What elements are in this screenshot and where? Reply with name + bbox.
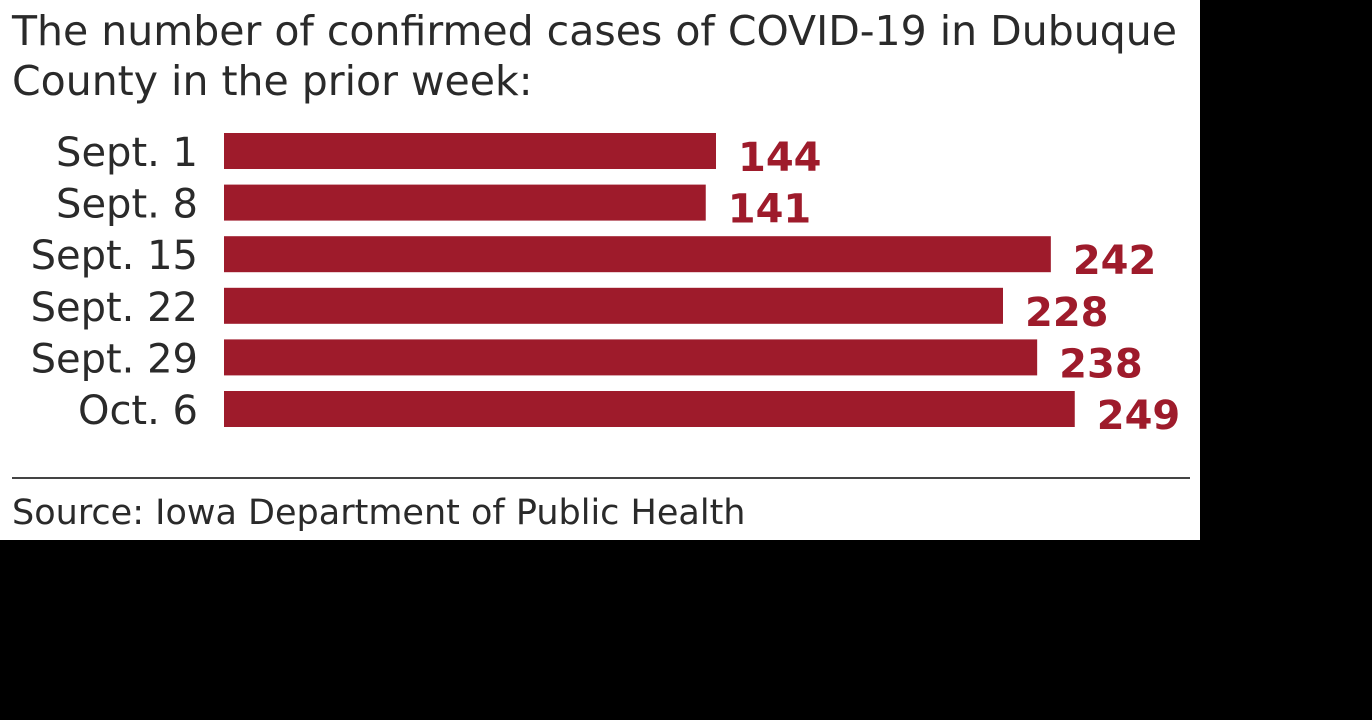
category-label: Sept. 1 bbox=[56, 130, 198, 176]
data-label: 249 bbox=[1097, 393, 1181, 439]
bar-1 bbox=[224, 184, 706, 221]
data-label: 144 bbox=[738, 135, 822, 181]
category-label: Sept. 15 bbox=[31, 233, 198, 279]
category-label: Sept. 22 bbox=[31, 285, 198, 331]
source-note: Source: Iowa Department of Public Health bbox=[12, 493, 746, 533]
bar-2 bbox=[224, 236, 1051, 273]
bar-chart: Sept. 1 144 Sept. 8 141 Sept. 15 242 Sept. 22 2… bbox=[31, 130, 1181, 439]
data-label: 228 bbox=[1025, 290, 1109, 336]
bar-4 bbox=[224, 339, 1038, 376]
divider bbox=[12, 477, 1190, 479]
bar-5 bbox=[224, 391, 1075, 427]
data-label: 238 bbox=[1059, 341, 1143, 387]
chart-title: The number of confirmed cases of COVID-1… bbox=[12, 7, 1177, 105]
bar-3 bbox=[224, 287, 1003, 324]
category-label: Oct. 6 bbox=[78, 388, 198, 434]
data-label: 242 bbox=[1073, 238, 1157, 284]
data-label: 141 bbox=[728, 187, 812, 233]
category-label: Sept. 29 bbox=[31, 336, 198, 382]
category-label: Sept. 8 bbox=[56, 182, 198, 228]
bar-0 bbox=[224, 133, 716, 169]
chart-panel: The number of confirmed cases of COVID-1… bbox=[0, 0, 1200, 540]
